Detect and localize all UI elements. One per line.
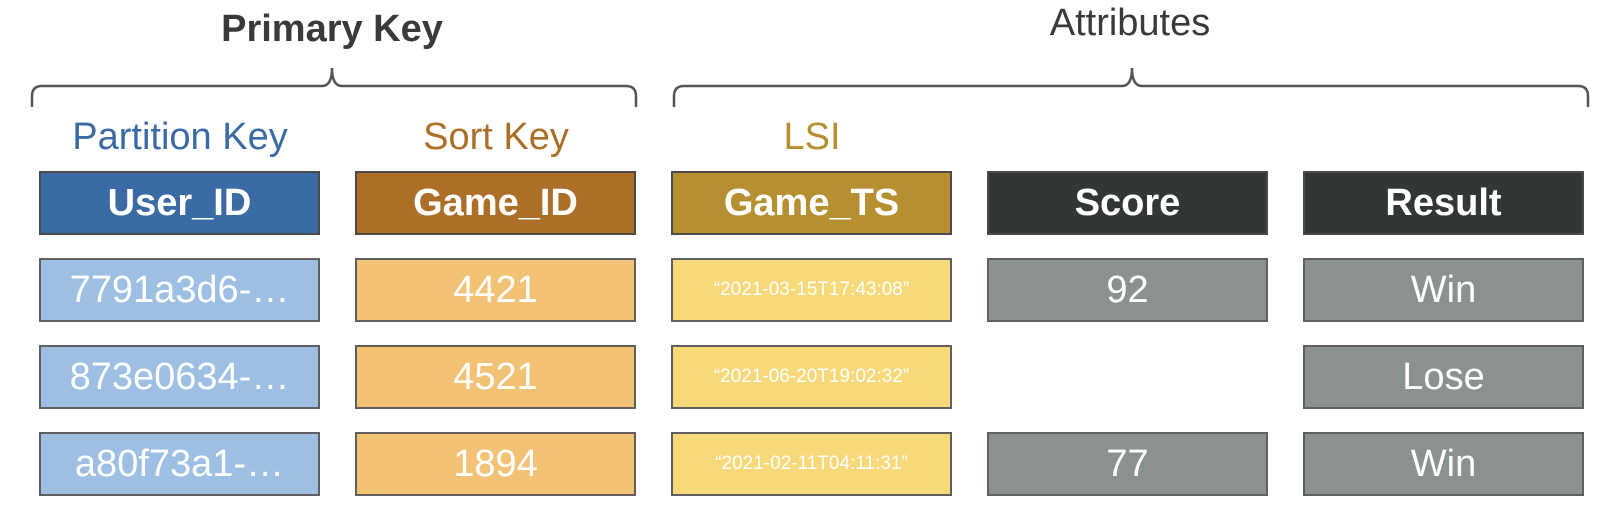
cell-user-id: a80f73a1-… bbox=[39, 432, 320, 496]
cell-score: 77 bbox=[987, 432, 1268, 496]
cell-game-ts: “2021-03-15T17:43:08” bbox=[671, 258, 952, 322]
primary-key-title: Primary Key bbox=[221, 8, 443, 50]
cell-game-ts: “2021-06-20T19:02:32” bbox=[671, 345, 952, 409]
cell-user-id: 7791a3d6-… bbox=[39, 258, 320, 322]
cell-score: 92 bbox=[987, 258, 1268, 322]
primary-key-bracket bbox=[30, 67, 638, 107]
header-game-ts: Game_TS bbox=[671, 171, 952, 235]
lsi-label: LSI bbox=[783, 116, 841, 158]
attributes-bracket bbox=[672, 67, 1590, 107]
cell-result: Lose bbox=[1303, 345, 1584, 409]
cell-game-id: 4421 bbox=[355, 258, 636, 322]
cell-game-id: 1894 bbox=[355, 432, 636, 496]
cell-game-ts: “2021-02-11T04:11:31” bbox=[671, 432, 952, 496]
header-result: Result bbox=[1303, 171, 1584, 235]
header-score: Score bbox=[987, 171, 1268, 235]
header-user-id: User_ID bbox=[39, 171, 320, 235]
header-game-id: Game_ID bbox=[355, 171, 636, 235]
attributes-title: Attributes bbox=[1049, 2, 1211, 44]
cell-game-id: 4521 bbox=[355, 345, 636, 409]
sort-key-label: Sort Key bbox=[423, 116, 569, 158]
cell-user-id: 873e0634-… bbox=[39, 345, 320, 409]
cell-result: Win bbox=[1303, 258, 1584, 322]
partition-key-label: Partition Key bbox=[72, 116, 288, 158]
cell-result: Win bbox=[1303, 432, 1584, 496]
